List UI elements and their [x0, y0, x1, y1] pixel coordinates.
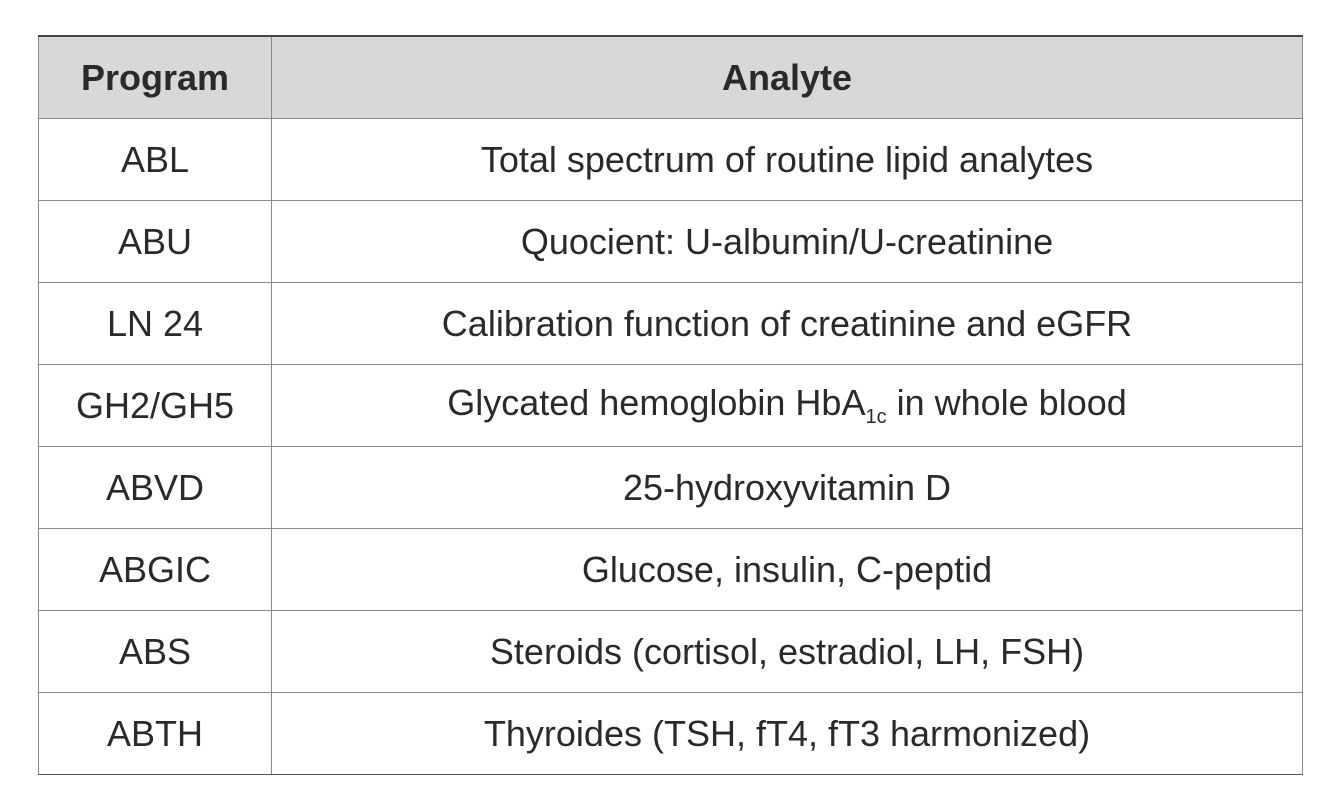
- table-cell: GH2/GH5: [38, 364, 272, 447]
- table-cell: ABTH: [38, 692, 272, 775]
- table-row: ABTH Thyroides (TSH, fT4, fT3 harmonized): [38, 692, 1303, 775]
- table-cell: Thyroides (TSH, fT4, fT3 harmonized): [271, 692, 1303, 775]
- table-cell: ABU: [38, 200, 272, 283]
- header-cell: Program: [38, 35, 272, 119]
- table-row: ABU Quocient: U-albumin/U-creatinine: [38, 200, 1303, 283]
- table-row: ABL Total spectrum of routine lipid analy…: [38, 118, 1303, 201]
- table-cell: ABS: [38, 610, 272, 693]
- cell-text: Glycated hemoglobin HbA: [447, 381, 866, 423]
- table-cell: Total spectrum of routine lipid analytes: [271, 118, 1303, 201]
- table-row: GH2/GH5 Glycated hemoglobin HbA1c in whol…: [38, 364, 1303, 447]
- table-row: ABVD 25-hydroxyvitamin D: [38, 446, 1303, 529]
- table-cell: ABGIC: [38, 528, 272, 611]
- table-cell: Quocient: U-albumin/U-creatinine: [271, 200, 1303, 283]
- header-row: Program Analyte: [38, 35, 1303, 119]
- table-cell: Glycated hemoglobin HbA1c in whole blood: [271, 364, 1303, 447]
- table-cell: LN 24: [38, 282, 272, 365]
- table-body: ABL Total spectrum of routine lipid analy…: [38, 118, 1303, 775]
- table-cell: ABVD: [38, 446, 272, 529]
- header-cell: Analyte: [271, 35, 1303, 119]
- cell-text: in whole blood: [886, 381, 1127, 423]
- table-row: LN 24 Calibration function of creatinine …: [38, 282, 1303, 365]
- subscript: 1c: [865, 406, 887, 429]
- table-cell: ABL: [38, 118, 272, 201]
- table-cell: Calibration function of creatinine and e…: [271, 282, 1303, 365]
- table-row: ABGIC Glucose, insulin, C-peptid: [38, 528, 1303, 611]
- table-row: ABS Steroids (cortisol, estradiol, LH, FS…: [38, 610, 1303, 693]
- table-cell: Steroids (cortisol, estradiol, LH, FSH): [271, 610, 1303, 693]
- table-cell: 25-hydroxyvitamin D: [271, 446, 1303, 529]
- table-header: Program Analyte: [38, 35, 1303, 119]
- program-table: Program Analyte ABL Total spectrum of rou…: [38, 35, 1303, 775]
- table-cell: Glucose, insulin, C-peptid: [271, 528, 1303, 611]
